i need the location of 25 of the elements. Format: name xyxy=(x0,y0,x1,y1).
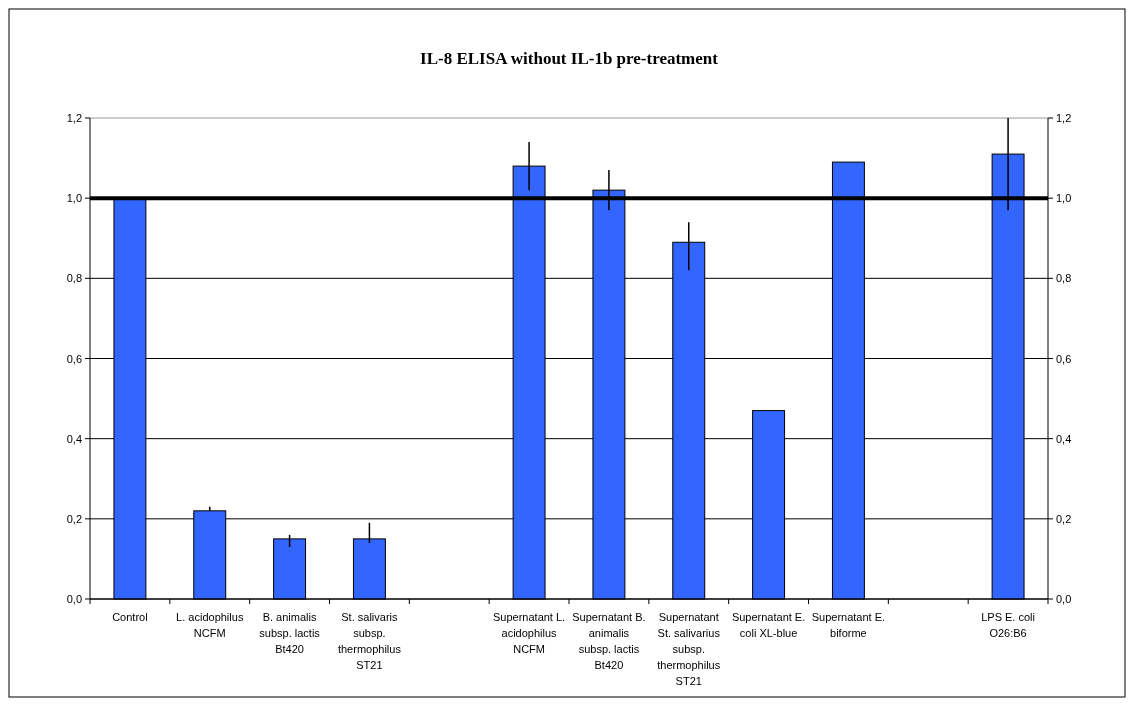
y-tick-label: 1,0 xyxy=(66,192,82,205)
y-tick-label: 0,2 xyxy=(66,512,82,525)
x-tick-label: Supernatant L. acidophilus NCFM xyxy=(493,611,566,655)
y-tick-label: 0,4 xyxy=(66,432,82,445)
x-tick-label: Supernatant St. salivarius subsp. thermophilus ST21 xyxy=(657,611,721,687)
chart-title: IL-8 ELISA without IL-1b pre-treatment xyxy=(420,49,719,68)
y-tick-label: 0,0 xyxy=(66,593,82,605)
y2-tick-label: 0,8 xyxy=(1056,272,1072,285)
y2-tick-label: 0,2 xyxy=(1056,512,1072,525)
x-tick-label: L. acidophilus NCFM xyxy=(176,611,244,639)
y2-tick-label: 0,6 xyxy=(1056,352,1072,365)
x-tick-label: Supernatant B. animalis subsp. lactis Bt420 xyxy=(572,611,646,671)
y2-tick-label: 1,2 xyxy=(1056,112,1072,124)
y-tick-label: 1,2 xyxy=(66,112,82,124)
x-tick-label: St. salivaris subsp. thermophilus ST21 xyxy=(337,611,402,671)
y-tick-label: 0,6 xyxy=(66,352,82,365)
x-tick-label: Supernatant E. biforme xyxy=(811,611,886,639)
x-tick-label: Supernatant E. coli XL-blue xyxy=(731,611,806,639)
y-tick-label: 0,8 xyxy=(66,272,82,285)
x-tick-label: Control xyxy=(112,611,148,623)
x-tick-label: LPS E. coli O26:B6 xyxy=(981,611,1035,639)
y2-tick-label: 0,0 xyxy=(1056,593,1072,605)
y2-tick-label: 0,4 xyxy=(1056,432,1072,445)
x-tick-label: B. animalis subsp. lactis Bt420 xyxy=(259,611,321,655)
y2-tick-label: 1,0 xyxy=(1056,192,1072,205)
